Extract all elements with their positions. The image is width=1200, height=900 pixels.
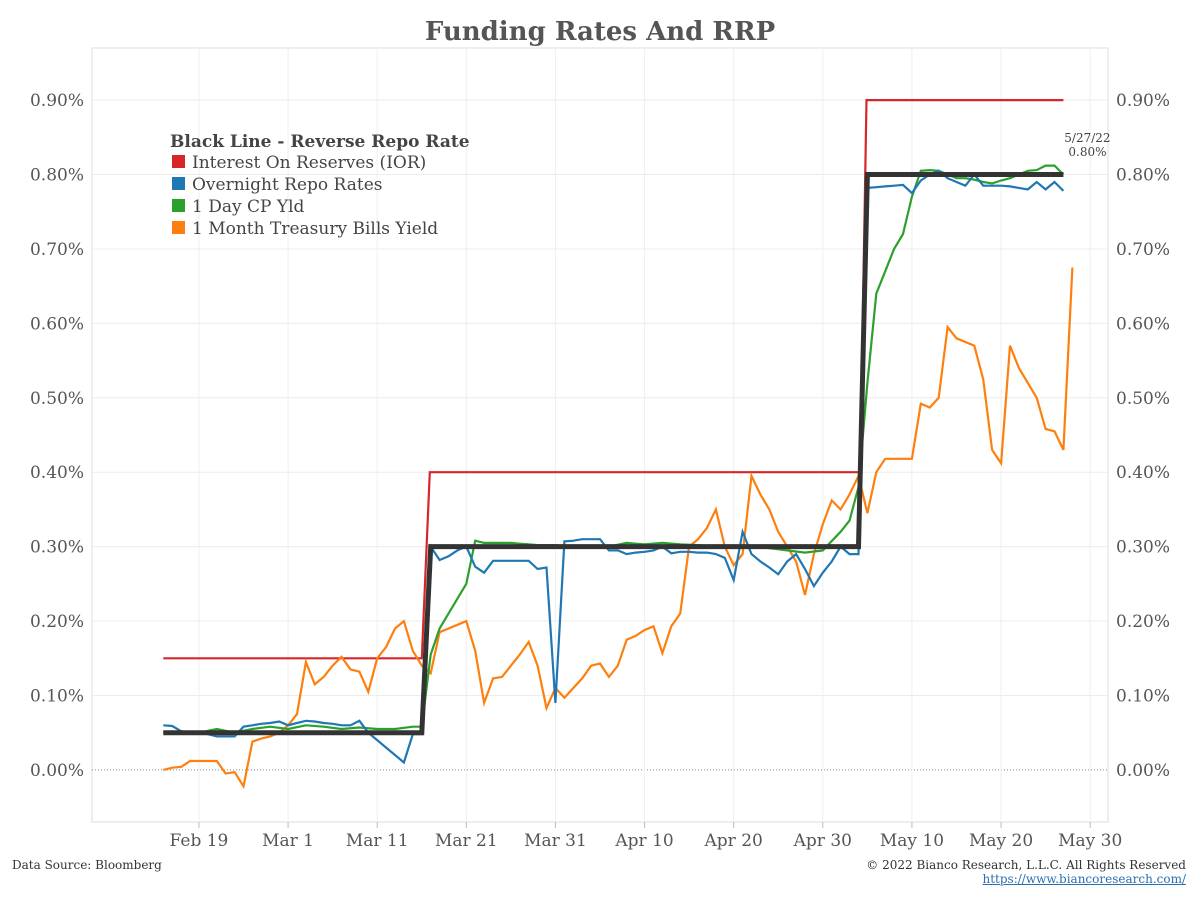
y-tick-label-left: 0.70% (30, 240, 84, 260)
legend-swatch (172, 221, 185, 234)
y-tick-label-left: 0.60% (30, 314, 84, 334)
series-line-interest-on-reserves-ior (163, 98, 1064, 660)
series-line-1-day-cp-yld (163, 164, 1065, 734)
x-tick-label: Apr 20 (704, 831, 763, 851)
annotation-date: 5/27/22 (1064, 131, 1110, 145)
y-tick-label-right: 0.50% (1116, 389, 1170, 409)
x-tick-label: May 20 (969, 831, 1033, 851)
copyright: © 2022 Bianco Research, L.L.C. All Right… (866, 858, 1186, 872)
x-tick-label: Mar 21 (435, 831, 498, 851)
y-tick-label-left: 0.20% (30, 612, 84, 632)
y-tick-label-right: 0.80% (1116, 166, 1170, 186)
legend-item-label: 1 Month Treasury Bills Yield (192, 219, 438, 239)
y-tick-label-right: 0.20% (1116, 612, 1170, 632)
legend-item-label: Interest On Reserves (IOR) (192, 153, 426, 173)
legend-swatch (172, 199, 185, 212)
x-tick-label: May 10 (880, 831, 944, 851)
x-tick-label: Mar 1 (262, 831, 314, 851)
legend-item-label: 1 Day CP Yld (192, 197, 305, 217)
y-tick-label-right: 0.60% (1116, 314, 1170, 334)
x-tick-label: Mar 11 (346, 831, 409, 851)
legend-title: Black Line - Reverse Repo Rate (170, 132, 470, 152)
y-tick-label-right: 0.70% (1116, 240, 1170, 260)
y-tick-label-left: 0.30% (30, 538, 84, 558)
legend-swatch (172, 155, 185, 168)
series-line-reverse-repo-rate (163, 172, 1064, 736)
website-link[interactable]: https://www.biancoresearch.com/ (982, 872, 1186, 886)
footer-credits: © 2022 Bianco Research, L.L.C. All Right… (866, 858, 1186, 886)
x-tick-label: Mar 31 (524, 831, 587, 851)
legend-swatch (172, 177, 185, 190)
y-tick-label-right: 0.10% (1116, 686, 1170, 706)
x-tick-label: Apr 10 (614, 831, 673, 851)
y-tick-label-right: 0.00% (1116, 761, 1170, 781)
y-tick-label-right: 0.90% (1116, 91, 1170, 111)
y-tick-label-left: 0.10% (30, 686, 84, 706)
y-tick-label-right: 0.30% (1116, 538, 1170, 558)
x-tick-label: May 30 (1058, 831, 1122, 851)
y-tick-label-left: 0.40% (30, 463, 84, 483)
plot-frame (91, 47, 1109, 823)
chart-title: Funding Rates And RRP (425, 17, 775, 47)
y-tick-label-left: 0.50% (30, 389, 84, 409)
y-tick-label-right: 0.40% (1116, 463, 1170, 483)
y-tick-label-left: 0.90% (30, 91, 84, 111)
series-line-overnight-repo-rates (163, 169, 1065, 765)
annotation-value: 0.80% (1068, 145, 1106, 159)
legend-item-label: Overnight Repo Rates (192, 175, 383, 195)
y-tick-label-left: 0.00% (30, 761, 84, 781)
data-source: Data Source: Bloomberg (12, 858, 162, 872)
x-tick-label: Feb 19 (170, 831, 229, 851)
series-line-1-month-treasury-bills-yield (163, 267, 1074, 790)
y-tick-label-left: 0.80% (30, 166, 84, 186)
x-tick-label: Apr 30 (793, 831, 852, 851)
